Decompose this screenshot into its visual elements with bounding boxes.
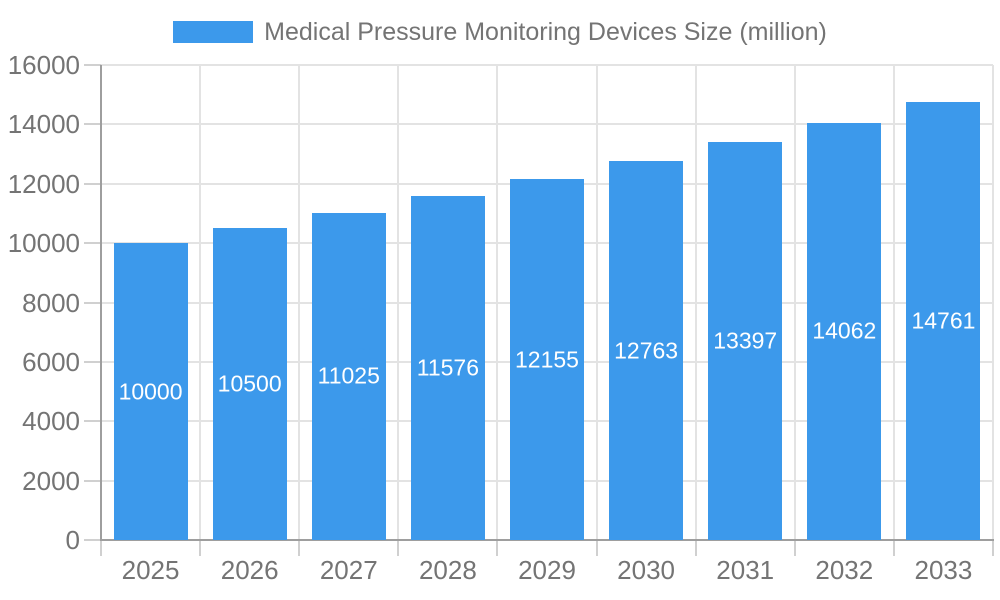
y-gridline [101, 64, 993, 66]
bar: 10000 [113, 243, 188, 540]
x-tick-label: 2025 [121, 555, 180, 585]
bar: 14761 [906, 101, 981, 540]
legend: Medical Pressure Monitoring Devices Size… [0, 14, 1000, 50]
x-tick [694, 540, 697, 556]
bar: 12155 [510, 179, 584, 540]
y-tick [84, 360, 101, 363]
bar-value-label: 12155 [515, 346, 579, 373]
y-tick-label: 14000 [7, 109, 80, 140]
x-tick [992, 540, 994, 556]
x-tick [496, 540, 499, 556]
x-tick [298, 540, 301, 556]
x-tick [595, 540, 598, 556]
x-tick [100, 540, 102, 556]
y-tick [84, 539, 101, 541]
y-tick-label: 12000 [7, 168, 80, 199]
bar-value-label: 14761 [911, 307, 976, 334]
x-tick [793, 540, 796, 556]
bar-value-label: 11025 [317, 362, 380, 389]
bar: 10500 [212, 228, 287, 540]
x-gridline [992, 65, 994, 540]
y-tick-label: 10000 [7, 228, 80, 259]
x-tick-label: 2032 [815, 555, 874, 585]
x-gridline [892, 65, 895, 540]
x-tick-label: 2030 [617, 555, 676, 585]
legend-swatch-icon [173, 21, 254, 43]
bar: 11576 [410, 196, 485, 540]
x-tick-label: 2033 [914, 555, 973, 585]
y-tick-label: 4000 [22, 406, 80, 437]
y-tick-label: 0 [65, 525, 80, 555]
bar-value-label: 13397 [713, 327, 778, 354]
bar: 12763 [609, 161, 684, 540]
y-tick [84, 420, 101, 423]
bar-value-label: 12763 [614, 337, 679, 364]
bar-value-label: 10500 [217, 370, 282, 397]
bar: 13397 [708, 142, 783, 540]
bar: 11025 [311, 212, 386, 540]
x-tick [892, 540, 895, 556]
x-tick-label: 2027 [319, 555, 378, 585]
x-tick-label: 2026 [220, 555, 279, 585]
legend-item[interactable]: Medical Pressure Monitoring Devices Size… [173, 18, 827, 47]
x-gridline [793, 65, 796, 540]
x-gridline [496, 65, 499, 540]
x-tick-label: 2031 [716, 555, 775, 585]
y-tick-label: 2000 [22, 465, 80, 496]
y-gridline [101, 123, 993, 126]
bar-value-label: 11576 [416, 354, 479, 381]
x-gridline [595, 65, 598, 540]
x-gridline [397, 65, 400, 540]
x-tick-label: 2028 [418, 555, 477, 585]
bar: 14062 [807, 122, 882, 540]
y-tick-label: 6000 [22, 346, 80, 377]
y-tick [84, 123, 101, 126]
y-tick [84, 64, 101, 66]
y-tick [84, 301, 101, 304]
y-tick [84, 182, 101, 185]
bar-value-label: 10000 [118, 378, 183, 405]
x-tick-label: 2029 [518, 555, 576, 585]
y-tick-label: 8000 [22, 287, 80, 318]
y-tick [84, 479, 101, 482]
bar-value-label: 14062 [812, 317, 877, 344]
y-tick [84, 242, 101, 245]
y-tick-label: 16000 [7, 50, 80, 80]
x-gridline [298, 65, 301, 540]
x-tick [199, 540, 202, 556]
y-axis-line [100, 65, 102, 540]
x-tick [397, 540, 400, 556]
legend-label: Medical Pressure Monitoring Devices Size… [264, 17, 827, 46]
x-axis-line [100, 539, 994, 541]
x-gridline [694, 65, 697, 540]
x-gridline [199, 65, 202, 540]
